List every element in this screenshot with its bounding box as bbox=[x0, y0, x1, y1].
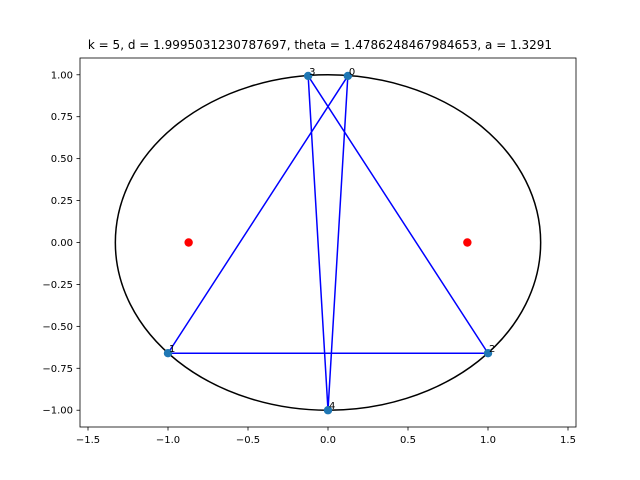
point-label-0: 0 bbox=[349, 67, 355, 78]
y-tick-label-6: 0.50 bbox=[51, 154, 73, 165]
axes: −1.5 −1.0 −0.5 0.0 0.5 1.0 1.5 −1.00 −0.75 −0.50 −… bbox=[42, 57, 577, 446]
plot-area: 0 1 2 3 4 bbox=[114, 67, 542, 415]
x-tick-label-5: 1.0 bbox=[480, 435, 496, 446]
chart-title: k = 5, d = 1.9995031230787697, theta = 1… bbox=[88, 38, 552, 52]
focus-point-1 bbox=[463, 238, 472, 247]
point-label-3: 3 bbox=[309, 67, 315, 78]
point-label-4: 4 bbox=[329, 401, 335, 412]
data-point-1 bbox=[163, 349, 173, 358]
y-tick-label-4: 0.00 bbox=[51, 238, 73, 249]
x-tick-label-0: −1.5 bbox=[76, 435, 100, 446]
y-tick-label-3: −0.25 bbox=[42, 280, 73, 291]
point-label-2: 2 bbox=[489, 344, 495, 355]
x-tick-label-6: 1.5 bbox=[560, 435, 576, 446]
y-tick-label-8: 1.00 bbox=[51, 70, 73, 81]
focus-point-0 bbox=[184, 238, 193, 247]
polygon-path bbox=[166, 73, 490, 411]
y-tick-label-2: −0.50 bbox=[42, 322, 73, 333]
data-point-0 bbox=[343, 71, 353, 81]
x-tick-label-4: 0.5 bbox=[400, 435, 416, 446]
y-tick-label-1: −0.75 bbox=[42, 364, 73, 375]
point-label-1: 1 bbox=[169, 344, 175, 355]
x-tick-label-3: 0.0 bbox=[320, 435, 336, 446]
data-point-4 bbox=[323, 406, 333, 415]
x-tick-label-1: −1.0 bbox=[156, 435, 180, 446]
y-tick-label-0: −1.00 bbox=[42, 406, 73, 417]
data-point-2 bbox=[483, 349, 493, 358]
data-point-3 bbox=[303, 71, 313, 81]
y-tick-label-7: 0.75 bbox=[51, 112, 73, 123]
y-tick-label-5: 0.25 bbox=[51, 196, 73, 207]
x-tick-label-2: −0.5 bbox=[236, 435, 260, 446]
